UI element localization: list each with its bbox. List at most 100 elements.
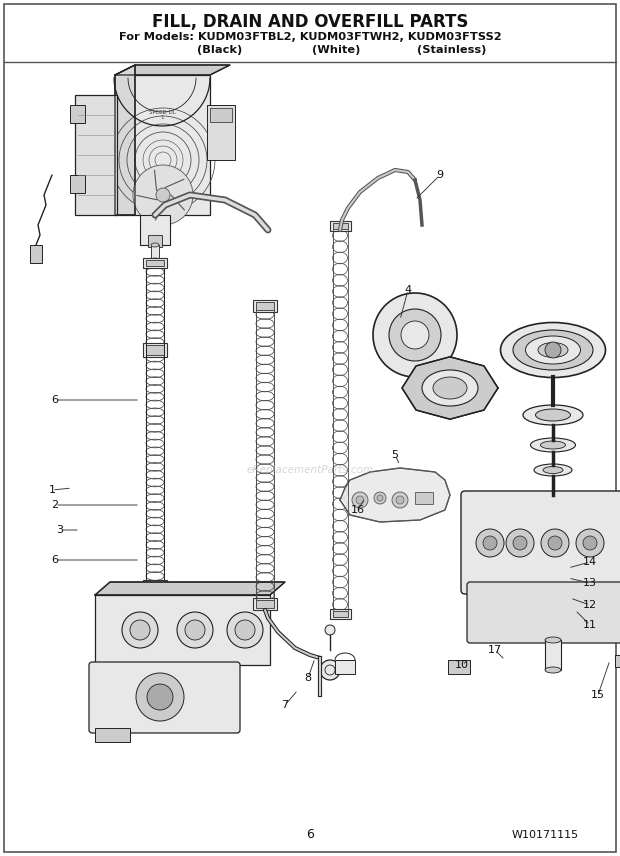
Circle shape (320, 660, 340, 680)
Bar (329, 609, 350, 619)
Circle shape (576, 529, 604, 557)
Circle shape (373, 293, 457, 377)
Text: 5: 5 (391, 450, 399, 460)
Bar (143, 343, 167, 357)
Bar (70, 175, 85, 193)
Ellipse shape (433, 377, 467, 399)
Bar (448, 660, 470, 674)
Bar (30, 245, 42, 263)
Bar (148, 235, 162, 247)
Ellipse shape (422, 370, 478, 406)
Bar (256, 600, 274, 608)
Bar (256, 302, 274, 310)
Ellipse shape (536, 409, 570, 421)
Bar (70, 105, 85, 123)
Text: eReplacementParts.com: eReplacementParts.com (246, 465, 374, 475)
Bar (95, 728, 130, 742)
Bar (146, 345, 164, 355)
Text: 6: 6 (51, 555, 58, 565)
Circle shape (147, 684, 173, 710)
Text: 10: 10 (455, 660, 469, 670)
Bar (115, 75, 210, 215)
Circle shape (352, 492, 368, 508)
Text: FILL, DRAIN AND OVERFILL PARTS: FILL, DRAIN AND OVERFILL PARTS (152, 13, 468, 31)
Bar (95, 595, 270, 665)
Bar (146, 260, 164, 266)
Ellipse shape (531, 438, 575, 452)
Circle shape (185, 620, 205, 640)
Circle shape (392, 492, 408, 508)
Circle shape (133, 165, 193, 225)
FancyBboxPatch shape (89, 662, 240, 733)
Ellipse shape (545, 667, 561, 673)
Bar (332, 223, 347, 229)
Circle shape (227, 612, 263, 648)
Circle shape (396, 496, 404, 504)
Ellipse shape (538, 342, 568, 358)
Text: (Black): (Black) (197, 45, 242, 55)
Ellipse shape (523, 405, 583, 425)
Polygon shape (115, 65, 230, 75)
Text: 12: 12 (583, 600, 597, 610)
Circle shape (548, 536, 562, 550)
Circle shape (377, 495, 383, 501)
Bar (253, 598, 277, 610)
Text: 1: 1 (48, 485, 56, 495)
Ellipse shape (151, 243, 159, 247)
Circle shape (401, 321, 429, 349)
Circle shape (374, 492, 386, 504)
Circle shape (483, 536, 497, 550)
Circle shape (122, 612, 158, 648)
Text: 16: 16 (351, 505, 365, 515)
Text: 14: 14 (583, 557, 597, 567)
Circle shape (545, 342, 561, 358)
Circle shape (476, 529, 504, 557)
Text: 15: 15 (591, 690, 605, 700)
Text: 17: 17 (488, 645, 502, 655)
Bar (253, 300, 277, 312)
Bar (545, 640, 561, 670)
Text: For Models: KUDM03FTBL2, KUDM03FTWH2, KUDM03FTSS2: For Models: KUDM03FTBL2, KUDM03FTWH2, KU… (118, 32, 502, 42)
Ellipse shape (151, 258, 159, 262)
Ellipse shape (543, 467, 563, 473)
Bar (210, 108, 232, 122)
Bar (332, 611, 347, 617)
Text: 11: 11 (583, 620, 597, 630)
Bar (75, 95, 117, 215)
Bar (329, 221, 350, 231)
Circle shape (156, 188, 170, 202)
Polygon shape (95, 582, 285, 595)
Ellipse shape (545, 637, 561, 643)
Polygon shape (402, 357, 498, 419)
Text: 6: 6 (51, 395, 58, 405)
Bar (415, 492, 433, 504)
Ellipse shape (500, 323, 606, 377)
Bar (207, 105, 235, 160)
Ellipse shape (513, 330, 593, 370)
Circle shape (177, 612, 213, 648)
Text: 8: 8 (304, 673, 312, 683)
Ellipse shape (526, 336, 580, 364)
Text: W10171115: W10171115 (512, 830, 578, 840)
Text: 2: 2 (51, 500, 58, 510)
Text: 7: 7 (281, 700, 288, 710)
Text: 4: 4 (404, 285, 412, 295)
Bar (151, 245, 159, 260)
Circle shape (235, 620, 255, 640)
Circle shape (541, 529, 569, 557)
Polygon shape (340, 468, 450, 522)
Text: (White): (White) (312, 45, 360, 55)
Circle shape (325, 625, 335, 635)
FancyBboxPatch shape (467, 582, 620, 643)
Text: (Stainless): (Stainless) (417, 45, 487, 55)
Circle shape (583, 536, 597, 550)
Bar (143, 580, 167, 590)
Circle shape (506, 529, 534, 557)
Text: SPEED DL
1: SPEED DL 1 (149, 110, 175, 121)
Bar (146, 582, 164, 588)
Bar (335, 660, 355, 674)
Ellipse shape (534, 464, 572, 476)
Circle shape (513, 536, 527, 550)
Circle shape (130, 620, 150, 640)
Bar (140, 215, 170, 245)
